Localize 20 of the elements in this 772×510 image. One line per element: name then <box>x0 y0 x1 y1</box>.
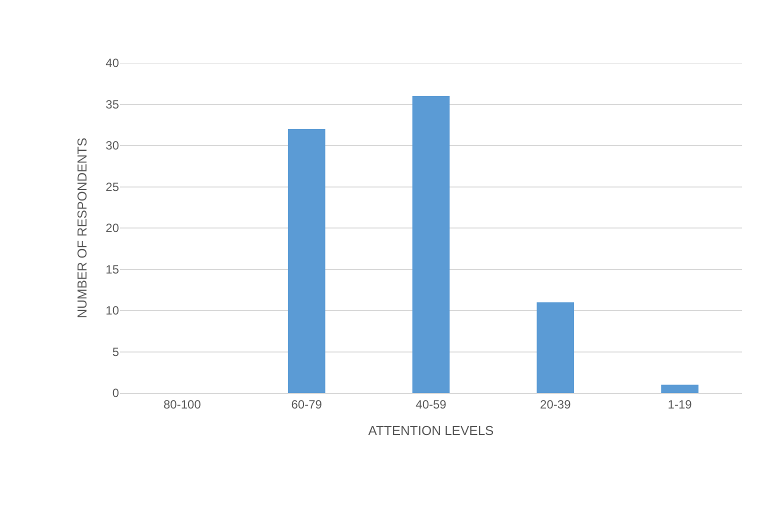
bar <box>536 302 574 393</box>
y-tick-label: 10 <box>106 304 120 318</box>
x-tick-label: 60-79 <box>291 397 322 412</box>
y-axis-title: NUMBER OF RESPONDENTS <box>74 137 90 318</box>
x-axis-title: ATTENTION LEVELS <box>368 423 494 438</box>
bar <box>288 129 326 393</box>
y-tick-label: 30 <box>106 138 120 153</box>
y-tick-label: 0 <box>112 386 120 400</box>
x-tick-label: 1-19 <box>668 397 692 412</box>
x-tick-label: 20-39 <box>540 397 572 412</box>
x-tick-label: 80-100 <box>164 397 202 412</box>
x-tick-label: 40-59 <box>416 397 447 412</box>
y-tick-label: 5 <box>112 344 120 359</box>
y-tick-label: 15 <box>106 262 120 276</box>
y-tick-label: 25 <box>106 180 120 194</box>
bar <box>412 96 450 393</box>
y-tick-label: 35 <box>106 97 120 112</box>
y-tick-label: 40 <box>106 56 120 70</box>
y-tick-label: 20 <box>106 221 120 236</box>
bar <box>661 384 698 393</box>
